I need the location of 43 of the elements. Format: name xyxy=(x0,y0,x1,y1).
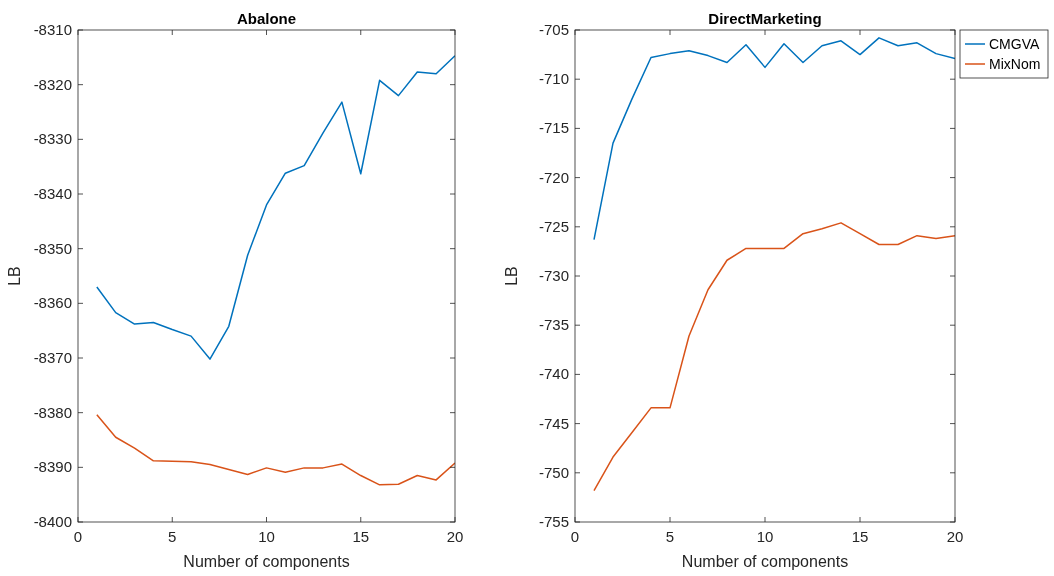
y-tick-label: -725 xyxy=(538,217,569,235)
y-tick-label: -8380 xyxy=(33,403,72,421)
y-tick-label: -710 xyxy=(538,70,569,88)
x-tick-label: 10 xyxy=(756,528,774,545)
x-tick-label: 0 xyxy=(73,528,83,545)
line-series xyxy=(96,414,455,486)
y-tick-label: -755 xyxy=(538,513,569,530)
chart-title: DirectMarketing xyxy=(708,10,822,27)
y-tick-label: -8360 xyxy=(33,294,72,312)
y-tick-label: -8400 xyxy=(33,513,72,530)
x-tick-label: 0 xyxy=(570,528,580,545)
y-tick-label: -8340 xyxy=(33,185,72,202)
x-tick-label: 15 xyxy=(851,528,869,545)
y-tick-label: -750 xyxy=(538,463,569,481)
x-axis-title: Number of components xyxy=(681,553,849,570)
y-tick-label: -8350 xyxy=(33,239,72,257)
y-tick-label: -715 xyxy=(538,119,569,137)
y-tick-label: -8310 xyxy=(33,21,72,38)
legend-label: CMGVA xyxy=(989,36,1040,52)
x-tick-label: 5 xyxy=(168,528,177,545)
x-tick-label: 20 xyxy=(446,528,464,545)
y-axis-title: LB xyxy=(503,266,520,286)
y-tick-label: -745 xyxy=(538,414,569,432)
y-tick-label: -735 xyxy=(538,316,569,334)
line-series xyxy=(96,54,455,360)
line-series xyxy=(593,222,955,492)
x-tick-label: 5 xyxy=(665,528,675,545)
y-tick-label: -720 xyxy=(538,168,569,186)
y-tick-label: -8330 xyxy=(33,130,72,148)
x-tick-label: 20 xyxy=(946,528,964,545)
y-tick-label: -8320 xyxy=(33,75,72,93)
y-axis-title: LB xyxy=(6,266,23,286)
y-tick-label: -730 xyxy=(538,267,569,284)
y-tick-label: -8390 xyxy=(33,458,72,476)
x-tick-label: 15 xyxy=(352,528,370,545)
y-tick-label: -8370 xyxy=(33,349,72,366)
x-tick-label: 10 xyxy=(258,528,275,545)
line-series xyxy=(593,37,955,241)
legend-label: MixNom xyxy=(989,56,1041,72)
y-tick-label: -705 xyxy=(538,21,569,38)
chart-title: Abalone xyxy=(236,10,297,27)
y-tick-label: -740 xyxy=(538,365,569,383)
x-axis-title: Number of components xyxy=(183,553,350,570)
